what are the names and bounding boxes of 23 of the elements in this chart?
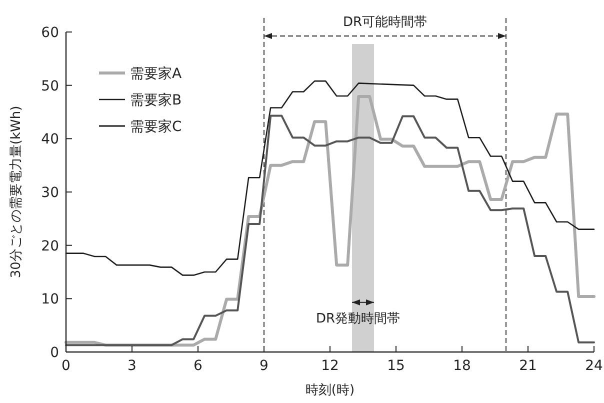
legend-label: 需要家B: [130, 92, 182, 108]
x-tick-label: 21: [519, 358, 537, 374]
y-tick-label: 40: [41, 132, 59, 148]
y-tick-label: 30: [41, 185, 59, 201]
band-label: DR発動時間帯: [316, 311, 400, 326]
y-axis-title: 30分ごとの需要電力量(kWh): [9, 106, 24, 278]
x-tick-label: 6: [194, 358, 203, 374]
x-tick-label: 18: [453, 358, 471, 374]
x-tick-label: 15: [387, 358, 405, 374]
x-axis-title: 時刻(時): [305, 383, 355, 398]
y-tick-label: 0: [50, 345, 59, 361]
y-tick-label: 10: [41, 292, 59, 308]
text: DR可能時間帯: [342, 15, 428, 30]
x-tick-label: 3: [128, 358, 136, 374]
x-tick-label: 9: [260, 358, 268, 374]
legend-label: 需要家A: [130, 66, 182, 82]
legend-label: 需要家C: [130, 119, 182, 135]
x-tick-label: 24: [585, 358, 603, 374]
y-tick-label: 60: [41, 25, 59, 41]
y-tick-label: 20: [41, 238, 59, 254]
x-tick-label: 12: [321, 358, 339, 374]
x-tick-label: 0: [62, 358, 70, 374]
y-tick-label: 50: [41, 78, 59, 94]
